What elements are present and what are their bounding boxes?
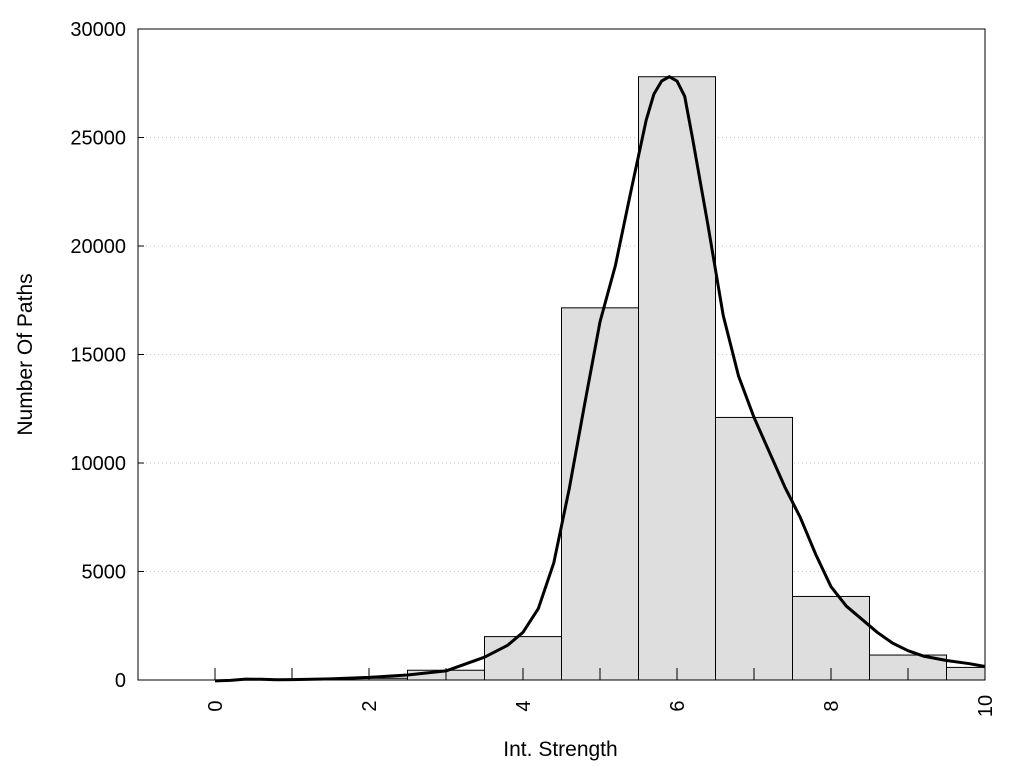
histogram-bar [638,76,716,681]
x-axis-title: Int. Strength [503,738,617,761]
density-curve [214,75,986,683]
y-tick-label: 5000 [82,562,127,584]
x-tick-label: 2 [359,700,381,711]
x-tick-label: 4 [513,700,535,711]
density-curve-group [214,75,986,683]
histogram-bars [253,76,986,681]
x-tick-label: 0 [205,700,227,711]
y-tick-label: 15000 [70,345,126,367]
plot-frame [137,28,986,681]
y-tick-label: 20000 [70,236,126,258]
histogram-bar [561,307,639,681]
y-tick-label: 30000 [70,19,126,41]
y-tick-label: 10000 [70,453,126,475]
y-axis-title: Number Of Paths [14,273,37,435]
histogram-bar [715,416,793,681]
y-tick-label: 25000 [70,128,126,150]
y-tick-label: 0 [115,670,126,692]
x-tick-label: 6 [667,700,689,711]
histogram-bar [792,595,870,681]
x-tick-label: 10 [975,695,997,717]
x-tick-label: 8 [821,700,843,711]
axis-ticks: 0 5000 10000 15000 20000 25000 30000 0 2 4 6 8 10 [70,19,997,717]
histogram-bar [946,666,986,681]
